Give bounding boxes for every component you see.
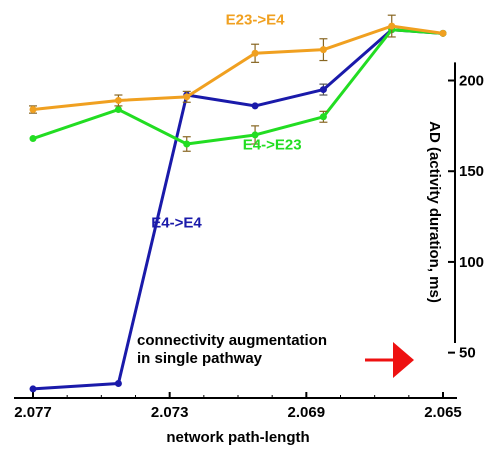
data-point — [319, 86, 327, 94]
series-label: E4->E4 — [151, 214, 202, 231]
y-tick-label: 150 — [459, 163, 484, 180]
data-point — [114, 106, 122, 114]
x-tick-label: 2.065 — [424, 404, 462, 421]
x-tick-label: 2.073 — [151, 404, 189, 421]
data-point — [388, 22, 396, 30]
x-tick-label: 2.069 — [288, 404, 326, 421]
data-point — [183, 140, 191, 148]
annotation-line-2: in single pathway — [137, 350, 263, 367]
data-point — [29, 385, 37, 393]
axes — [14, 62, 457, 399]
series-label: E4->E23 — [243, 136, 302, 153]
annotation-line-1: connectivity augmentation — [137, 332, 327, 349]
data-point — [29, 106, 37, 114]
y-tick-label: 50 — [459, 345, 476, 362]
y-axis-title: AD (activity duration, ms) — [426, 121, 443, 303]
series-E4->E23: E4->E23 — [29, 26, 447, 153]
data-point — [114, 379, 122, 387]
series-label: E23->E4 — [226, 11, 285, 28]
data-point — [114, 96, 122, 104]
data-point — [319, 113, 327, 121]
data-point — [251, 102, 259, 110]
data-point — [251, 131, 259, 139]
annotation: connectivity augmentation in single path… — [137, 332, 414, 378]
series-layer: E4->E4 E4->E23 E23->E4 — [29, 11, 447, 393]
series-E23->E4: E23->E4 — [29, 11, 447, 114]
series-line — [32, 28, 444, 146]
x-ticks: 2.077 2.073 2.069 2.065 — [14, 392, 462, 421]
data-point — [251, 49, 259, 57]
arrow-right-icon — [365, 342, 414, 378]
x-tick-label: 2.077 — [14, 404, 52, 421]
x-axis-title: network path-length — [166, 429, 309, 446]
y-tick-label: 200 — [459, 73, 484, 90]
y-tick-label: 100 — [459, 254, 484, 271]
data-point — [319, 46, 327, 54]
data-point — [183, 93, 191, 101]
data-point — [29, 135, 37, 143]
arrow-head — [393, 342, 414, 378]
data-point — [439, 29, 447, 37]
y-ticks: 50 100 150 200 — [448, 73, 484, 362]
